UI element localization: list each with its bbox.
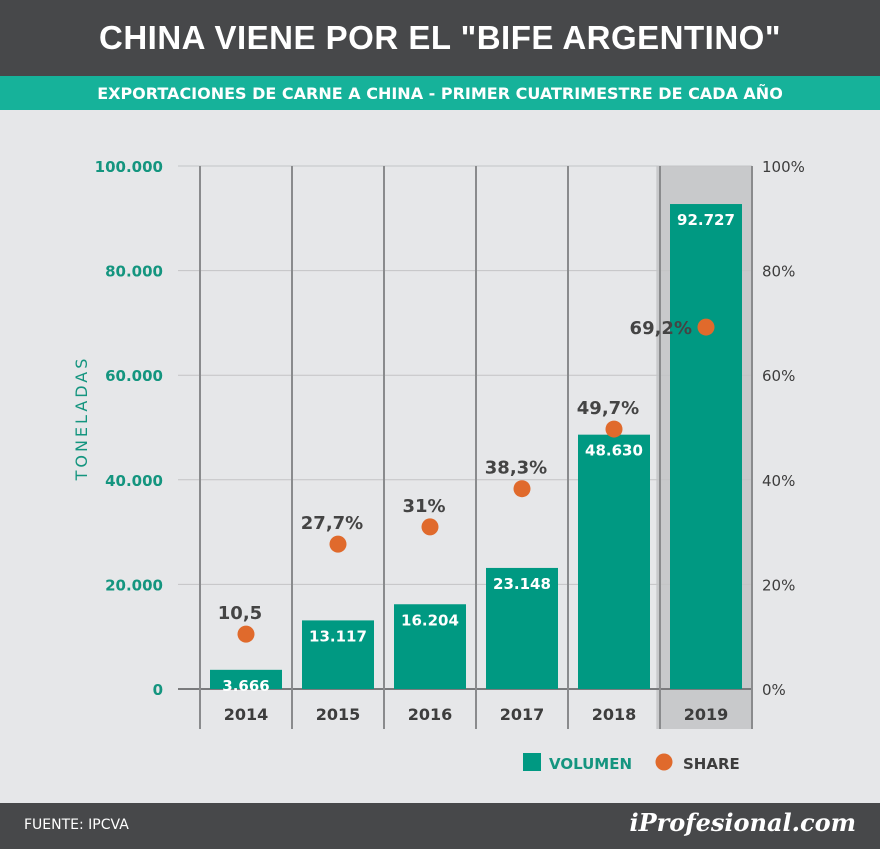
y-tick-label: 100.000: [95, 158, 163, 176]
bar: [210, 669, 282, 689]
x-tick-label: 2016: [408, 705, 453, 724]
bar-value-label: 23.148: [493, 575, 551, 593]
share-point: [513, 480, 531, 498]
bars: [210, 204, 742, 689]
share-point: [605, 420, 623, 438]
x-tick-label: 2014: [224, 705, 269, 724]
share-label: 27,7%: [301, 513, 363, 534]
legend: VOLUMEN SHARE: [523, 753, 740, 773]
footer-bar: FUENTE: IPCVA iProfesional.com: [0, 803, 880, 849]
y-tick-label: 0: [153, 681, 163, 699]
bar-value-label: 92.727: [677, 211, 735, 229]
bar: [670, 204, 742, 689]
legend-swatch-volumen: [523, 753, 541, 771]
share-label: 49,7%: [577, 398, 639, 419]
bar-value-labels: 3.666 13.117 16.204 23.148 48.630 92.727: [222, 211, 735, 695]
bar: [486, 567, 558, 689]
bar-value-label: 48.630: [585, 442, 643, 460]
share-point: [329, 535, 347, 553]
share-point: [237, 625, 255, 643]
y-tick-label: 20.000: [105, 576, 163, 594]
x-tick-label: 2015: [316, 705, 361, 724]
y-axis-right: 0% 20% 40% 60% 80% 100%: [762, 158, 805, 699]
y-tick-label: 80.000: [105, 263, 163, 281]
share-label: 69,2%: [630, 318, 692, 339]
bar: [578, 434, 650, 689]
bar-chart: 0 20.000 40.000 60.000 80.000 100.000 0% 20% 40…: [72, 158, 805, 773]
legend-label-share: SHARE: [683, 755, 740, 773]
bar-value-label: 3.666: [222, 677, 269, 695]
y-axis-label: TONELADAS: [72, 356, 91, 482]
y2-tick-label: 60%: [762, 367, 795, 385]
y2-tick-label: 80%: [762, 263, 795, 281]
y2-tick-label: 40%: [762, 472, 795, 490]
y-tick-label: 60.000: [105, 367, 163, 385]
share-point: [421, 518, 439, 536]
bar: [302, 620, 374, 689]
y2-tick-label: 100%: [762, 158, 805, 176]
bar: [394, 604, 466, 689]
share-points: [237, 318, 715, 643]
y2-tick-label: 0%: [762, 681, 786, 699]
y-axis-left: 0 20.000 40.000 60.000 80.000 100.000: [95, 158, 163, 699]
source-note: FUENTE: IPCVA: [24, 817, 129, 833]
y2-tick-label: 20%: [762, 576, 795, 594]
x-tick-label: 2018: [592, 705, 637, 724]
chart-subtitle-bar: EXPORTACIONES DE CARNE A CHINA - PRIMER …: [0, 76, 880, 110]
grid: [178, 165, 753, 729]
chart-title: CHINA VIENE POR EL "BIFE ARGENTINO": [99, 19, 781, 56]
share-label: 38,3%: [485, 458, 547, 479]
share-point: [697, 318, 715, 336]
share-label: 10,5: [218, 603, 262, 624]
share-label: 31%: [402, 496, 445, 517]
x-tick-label: 2019: [684, 705, 729, 724]
share-labels: 10,5 27,7% 31% 38,3% 49,7% 69,2%: [218, 318, 692, 624]
bar-value-label: 16.204: [401, 611, 459, 629]
brand-logo[interactable]: iProfesional.com: [629, 808, 856, 837]
chart-title-bar: CHINA VIENE POR EL "BIFE ARGENTINO": [0, 0, 880, 76]
legend-swatch-share: [655, 753, 673, 771]
y-tick-label: 40.000: [105, 472, 163, 490]
x-axis: 2014 2015 2016 2017 2018 2019: [224, 705, 729, 724]
chart-subtitle: EXPORTACIONES DE CARNE A CHINA - PRIMER …: [97, 83, 783, 103]
bar-value-label: 13.117: [309, 627, 367, 645]
legend-label-volumen: VOLUMEN: [549, 755, 632, 773]
x-tick-label: 2017: [500, 705, 545, 724]
